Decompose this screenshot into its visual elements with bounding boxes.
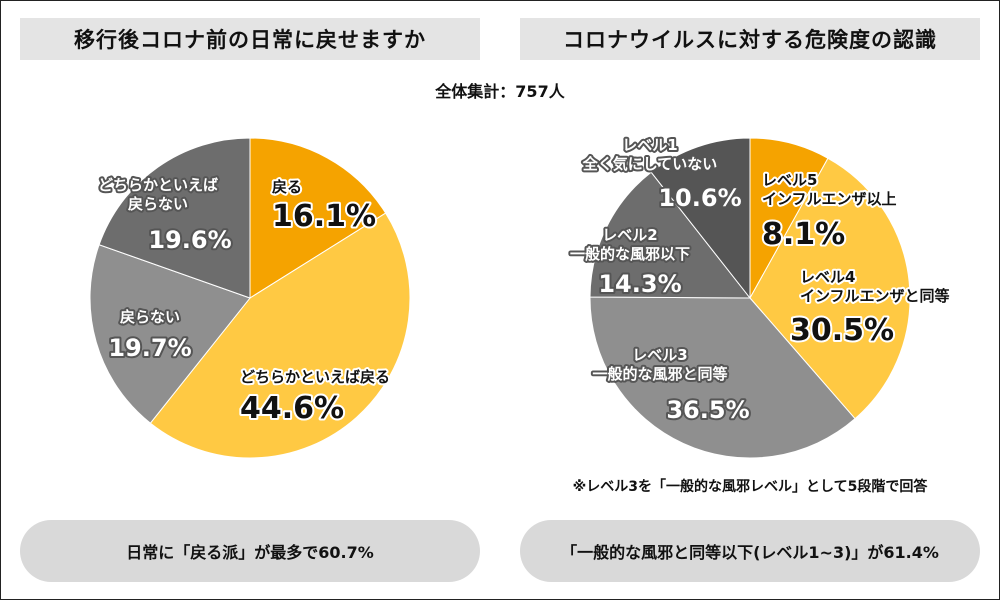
slice-percent-1-4: 10.6% <box>658 184 741 212</box>
slice-percent-1-1: 30.5% <box>790 313 894 348</box>
slice-label-0-1: どちらかといえば戻る <box>240 368 390 386</box>
slice-percent-1-3: 14.3% <box>598 270 681 298</box>
slice-label-0-3: どちらかといえば戻らない <box>98 176 218 213</box>
slice-label-1-2: レベル3 一般的な風邪と同等 <box>592 346 727 383</box>
pie-slice-1-1 <box>749 157 911 420</box>
slice-percent-0-1: 44.6% <box>240 391 344 426</box>
pie-slice-1-4 <box>650 137 751 300</box>
slice-percent-1-2: 36.5% <box>666 396 749 424</box>
pie-slice-0-1 <box>149 212 411 459</box>
pie-slice-0-0 <box>249 137 387 299</box>
pie-slice-0-3 <box>98 137 251 299</box>
left-summary-pill: 日常に「戻る派」が最多で60.7% <box>20 520 480 582</box>
left-chart-title: 移行後コロナ前の日常に戻せますか <box>20 18 480 60</box>
pie-slice-1-3 <box>589 171 752 299</box>
slice-label-1-3: レベル2 一般的な風邪以下 <box>570 226 690 263</box>
slice-label-0-0: 戻る <box>271 178 302 196</box>
slice-label-1-4: レベル1 全く気にしていない <box>582 136 718 173</box>
slice-label-1-1: レベル4 インフルエンザと同等 <box>800 268 950 305</box>
slice-percent-0-2: 19.7% <box>108 334 191 362</box>
total-respondents: 全体集計：757人 <box>435 82 565 101</box>
slice-percent-0-3: 19.6% <box>148 226 231 254</box>
right-chart-title: コロナウイルスに対する危険度の認識 <box>520 18 980 60</box>
slice-percent-1-0: 8.1% <box>762 217 845 252</box>
risk-perception-pie: レベル5 インフルエンザ以上 8.1% レベル4 インフルエンザと同等 30.5% レベル3… <box>568 134 952 459</box>
pie-slice-1-2 <box>589 296 856 459</box>
return-to-normal-pie: 戻る 16.1% どちらかといえば戻る 44.6% 戻らない 19.7% どちらかといえば戻… <box>89 137 411 459</box>
slice-label-0-2: 戻らない <box>119 308 180 326</box>
right-summary-pill: 「一般的な風邪と同等以下(レベル1~3)」が61.4% <box>520 520 980 582</box>
slice-label-1-0: レベル5 インフルエンザ以上 <box>762 171 897 208</box>
slice-percent-0-0: 16.1% <box>272 199 376 234</box>
footnote: ※レベル3を「一般的な風邪レベル」として5段階で回答 <box>572 479 928 495</box>
pie-slice-0-2 <box>89 244 251 424</box>
